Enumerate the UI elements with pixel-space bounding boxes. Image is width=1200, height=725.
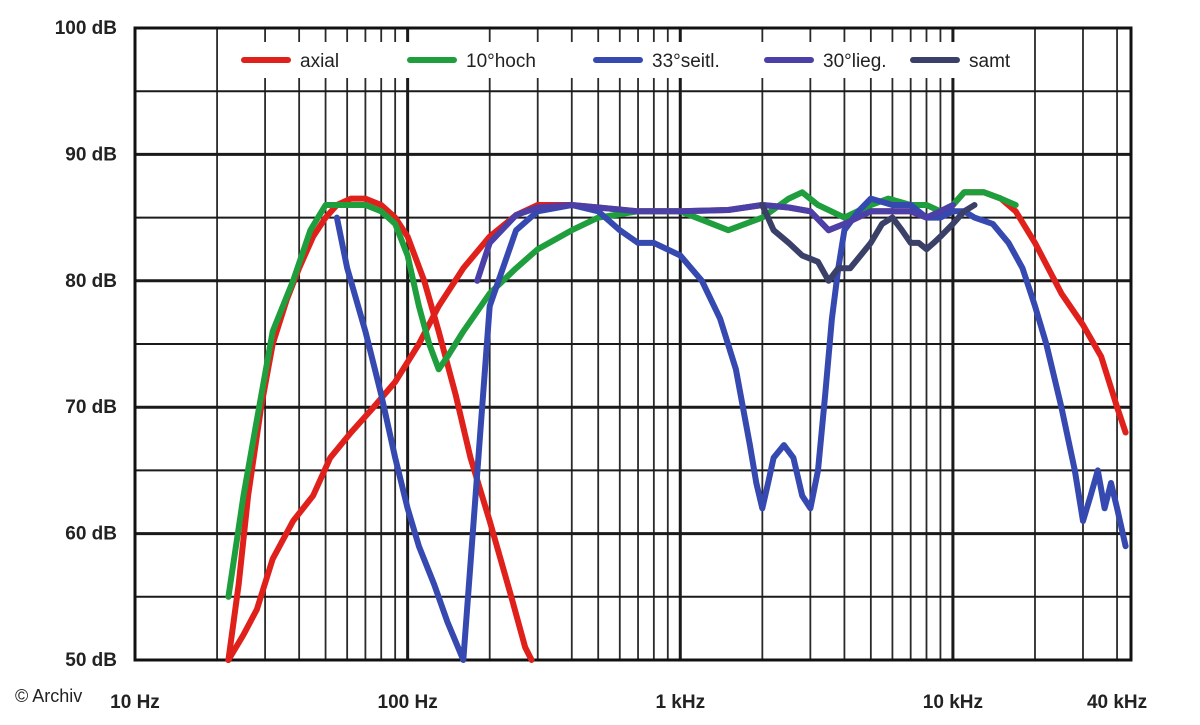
x-tick-label: 10 kHz — [923, 692, 983, 713]
axis-layer: 50 dB 60 dB 70 dB 80 dB 90 dB 100 dB 10 Hz 100 … — [55, 18, 1147, 713]
series-layer — [225, 189, 1129, 663]
legend-label: 10°hoch — [466, 51, 536, 72]
image-credit: © Archiv — [12, 686, 86, 707]
plot-frame — [133, 26, 1133, 662]
y-tick-label: 60 dB — [65, 524, 117, 545]
chart-legend: axial 10°hoch 33°seitl. 30°lieg. samt — [232, 42, 1032, 78]
x-tick-label: 10 Hz — [110, 692, 160, 713]
series-line-4 — [333, 195, 1129, 663]
legend-label: samt — [969, 51, 1011, 72]
legend-label: 30°lieg. — [823, 51, 887, 72]
legend-label: axial — [300, 51, 339, 72]
series-line-5 — [474, 202, 956, 284]
series-line-3 — [225, 189, 1019, 600]
x-tick-label: 1 kHz — [655, 692, 705, 713]
y-tick-label: 50 dB — [65, 650, 117, 671]
y-tick-label: 70 dB — [65, 397, 117, 418]
legend-label: 33°seitl. — [652, 51, 720, 72]
series-line-6 — [759, 202, 978, 284]
y-tick-label: 90 dB — [65, 144, 117, 165]
y-tick-label: 80 dB — [65, 271, 117, 292]
x-tick-label: 40 kHz — [1087, 692, 1147, 713]
x-tick-label: 100 Hz — [378, 692, 438, 713]
y-tick-label: 100 dB — [55, 18, 117, 39]
grid-layer — [133, 26, 1133, 662]
